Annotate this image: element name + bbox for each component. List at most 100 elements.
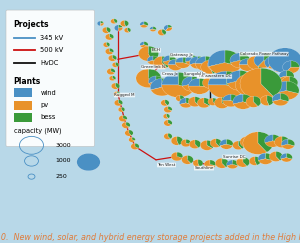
Wedge shape: [240, 53, 250, 63]
Wedge shape: [226, 160, 232, 166]
Wedge shape: [180, 95, 184, 101]
Wedge shape: [118, 107, 124, 112]
Wedge shape: [208, 59, 216, 67]
Wedge shape: [210, 77, 218, 88]
Wedge shape: [112, 76, 116, 80]
Text: Southline: Southline: [194, 166, 214, 170]
Wedge shape: [209, 85, 226, 92]
Wedge shape: [177, 137, 183, 145]
Wedge shape: [180, 103, 192, 108]
Wedge shape: [258, 159, 273, 164]
Wedge shape: [124, 28, 130, 33]
Wedge shape: [243, 94, 253, 104]
Wedge shape: [274, 81, 286, 94]
Wedge shape: [140, 21, 144, 26]
Wedge shape: [188, 156, 194, 163]
Wedge shape: [105, 48, 113, 54]
Wedge shape: [213, 98, 218, 105]
Wedge shape: [280, 153, 286, 159]
Wedge shape: [222, 97, 230, 106]
Wedge shape: [204, 160, 216, 169]
Wedge shape: [140, 42, 144, 46]
Wedge shape: [108, 55, 116, 61]
Wedge shape: [164, 25, 168, 30]
Wedge shape: [168, 133, 172, 139]
Wedge shape: [163, 114, 169, 119]
Wedge shape: [156, 76, 164, 83]
Wedge shape: [105, 34, 113, 40]
Wedge shape: [153, 56, 159, 62]
Wedge shape: [110, 48, 114, 52]
Wedge shape: [208, 98, 216, 105]
Wedge shape: [273, 56, 281, 63]
Wedge shape: [269, 151, 280, 162]
Wedge shape: [144, 42, 148, 46]
Wedge shape: [288, 139, 295, 146]
Wedge shape: [249, 156, 257, 165]
Wedge shape: [189, 78, 200, 86]
Polygon shape: [0, 0, 93, 224]
Wedge shape: [216, 139, 222, 147]
FancyBboxPatch shape: [6, 10, 94, 147]
Wedge shape: [182, 156, 191, 164]
Wedge shape: [182, 84, 202, 91]
Wedge shape: [250, 74, 266, 94]
Wedge shape: [198, 159, 203, 167]
Text: 3000: 3000: [56, 143, 71, 148]
Wedge shape: [149, 82, 163, 87]
Text: Sunrise DC: Sunrise DC: [223, 155, 245, 159]
Wedge shape: [291, 61, 299, 67]
Wedge shape: [168, 65, 183, 70]
Wedge shape: [216, 59, 224, 67]
Wedge shape: [282, 136, 290, 147]
Wedge shape: [126, 122, 130, 127]
Wedge shape: [276, 151, 283, 161]
Wedge shape: [260, 95, 269, 106]
Bar: [14, 88, 32, 97]
Wedge shape: [210, 160, 216, 166]
Wedge shape: [163, 80, 169, 85]
Wedge shape: [164, 120, 171, 126]
Wedge shape: [171, 152, 183, 161]
Wedge shape: [280, 93, 289, 101]
Wedge shape: [106, 42, 110, 47]
Wedge shape: [163, 60, 176, 65]
Wedge shape: [186, 139, 191, 144]
Wedge shape: [265, 135, 273, 143]
Text: 345 kV: 345 kV: [40, 35, 64, 41]
Wedge shape: [290, 77, 298, 89]
Wedge shape: [225, 50, 242, 67]
Wedge shape: [186, 60, 198, 65]
Wedge shape: [272, 99, 289, 106]
Wedge shape: [202, 77, 212, 88]
Wedge shape: [286, 67, 299, 73]
Text: pv: pv: [40, 102, 49, 108]
Wedge shape: [236, 74, 260, 96]
Wedge shape: [275, 67, 286, 72]
Wedge shape: [183, 57, 190, 64]
Wedge shape: [162, 29, 166, 35]
Wedge shape: [150, 26, 153, 30]
Wedge shape: [168, 120, 172, 125]
Wedge shape: [148, 69, 161, 86]
Wedge shape: [248, 59, 256, 67]
Wedge shape: [103, 42, 109, 47]
Wedge shape: [286, 70, 294, 78]
Wedge shape: [192, 55, 199, 62]
Wedge shape: [165, 100, 169, 105]
Wedge shape: [192, 76, 202, 86]
Wedge shape: [279, 76, 294, 82]
Wedge shape: [254, 96, 261, 106]
Wedge shape: [163, 85, 176, 90]
Text: ECH: ECH: [152, 48, 160, 52]
Wedge shape: [128, 28, 131, 32]
Wedge shape: [186, 98, 193, 104]
Wedge shape: [97, 21, 100, 26]
Wedge shape: [109, 76, 115, 81]
Wedge shape: [148, 76, 156, 83]
Wedge shape: [261, 68, 282, 96]
Text: Sungold Jc: Sungold Jc: [184, 72, 205, 76]
Wedge shape: [220, 139, 226, 146]
Wedge shape: [233, 102, 253, 109]
Wedge shape: [220, 144, 233, 149]
